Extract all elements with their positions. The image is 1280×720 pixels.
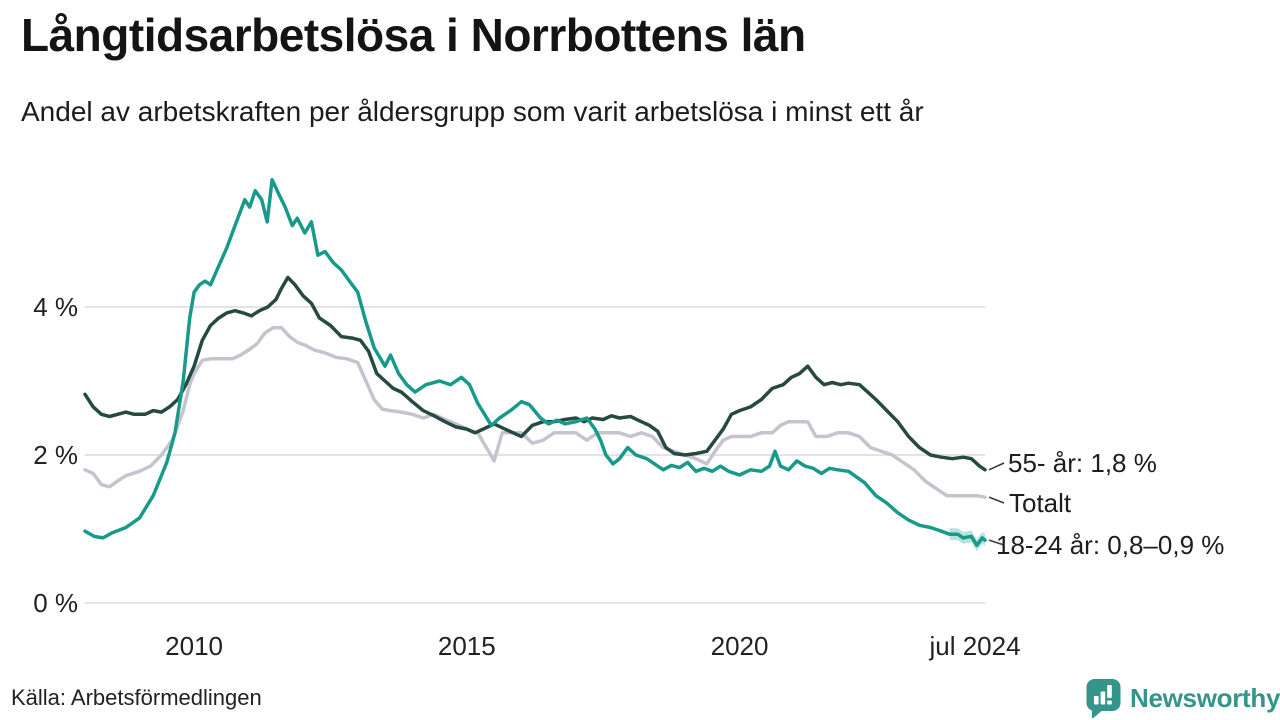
annotation-leader-line <box>988 496 1005 504</box>
y-axis-tick-label: 4 % <box>33 292 78 322</box>
x-axis-tick-label: jul 2024 <box>929 631 1021 661</box>
x-axis-tick-label: 2015 <box>437 631 496 661</box>
series-line-18-24 år <box>83 177 987 548</box>
x-axis-tick-label: 2020 <box>710 631 769 661</box>
bar-chart-speech-bubble-icon <box>1086 679 1121 719</box>
source-note: Källa: Arbetsförmedlingen <box>11 685 262 710</box>
annotation-leader-line <box>988 462 1005 471</box>
brand-logo: Newsworthy <box>1085 678 1280 719</box>
annotation-leader-line <box>988 539 1005 546</box>
page-title: Långtidsarbetslösa i Norrbottens län <box>21 9 806 61</box>
annotation-totalt: Totalt <box>1009 488 1072 518</box>
y-axis-tick-label: 2 % <box>33 440 78 470</box>
y-axis-tick-label: 0 % <box>33 588 78 618</box>
annotation-55-plus: 55- år: 1,8 % <box>1008 448 1157 478</box>
page-subtitle: Andel av arbetskraften per åldersgrupp s… <box>21 96 924 127</box>
brand-name: Newsworthy <box>1130 683 1280 713</box>
x-axis-tick-label: 2010 <box>165 631 223 661</box>
annotation-18-24: 18-24 år: 0,8–0,9 % <box>996 530 1225 560</box>
series-line-55- år <box>83 275 987 472</box>
